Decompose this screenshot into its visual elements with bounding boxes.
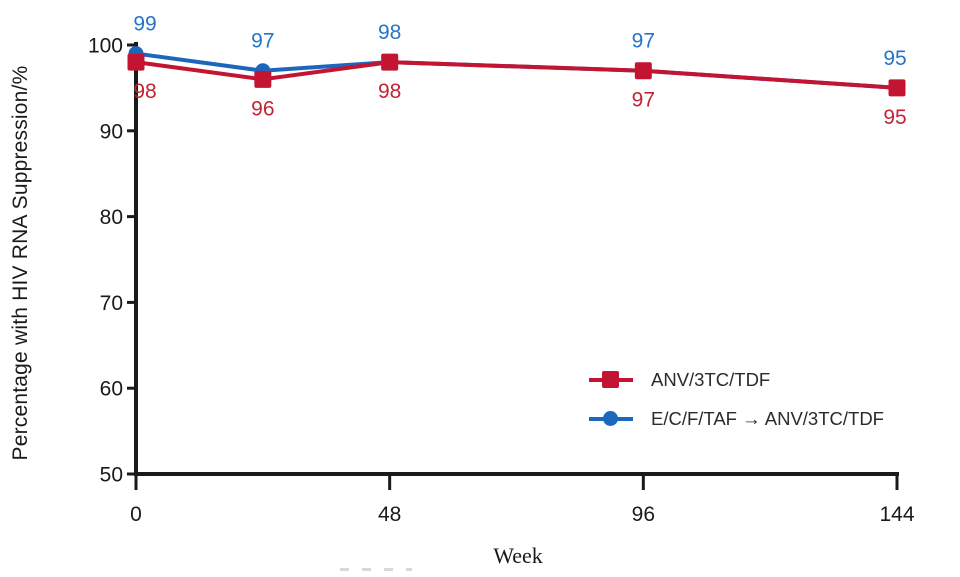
- data-point-square: [127, 53, 145, 71]
- legend-item-anv: ANV/3TC/TDF: [589, 360, 884, 399]
- value-label: 95: [883, 106, 906, 129]
- value-label: 99: [133, 13, 156, 36]
- data-point-square: [634, 62, 652, 80]
- y-axis-title: Percentage with HIV RNA Suppression/%: [9, 65, 32, 461]
- red-square-marker-icon: [589, 370, 633, 389]
- data-point-square: [254, 70, 272, 88]
- legend-label: ANV/3TC/TDF: [651, 368, 771, 390]
- x-tick-label: 48: [378, 503, 401, 526]
- blue-circle-marker-icon: [589, 409, 633, 428]
- y-tick-label: 80: [100, 206, 123, 229]
- y-tick-label: 100: [88, 35, 123, 58]
- value-label: 96: [251, 97, 274, 120]
- legend: ANV/3TC/TDF E/C/F/TAF → ANV/3TC/TDF: [589, 360, 884, 438]
- value-label: 97: [632, 30, 655, 53]
- series-line-blue: [135, 51, 898, 90]
- value-label: 95: [883, 47, 906, 70]
- value-label: 98: [378, 21, 401, 44]
- value-label: 98: [378, 80, 401, 103]
- legend-item-ecftaf: E/C/F/TAF → ANV/3TC/TDF: [589, 399, 884, 438]
- data-point-square: [888, 79, 906, 97]
- value-label: 98: [133, 80, 156, 103]
- series-line-red: [135, 60, 898, 90]
- y-tick-label: 90: [100, 120, 123, 143]
- scan-artifact: [340, 568, 412, 571]
- x-tick-label: 144: [879, 503, 914, 526]
- value-label: 97: [632, 89, 655, 112]
- x-axis-title: Week: [493, 543, 543, 568]
- y-tick-label: 70: [100, 292, 123, 315]
- x-tick-label: 0: [130, 503, 142, 526]
- value-label: 97: [251, 30, 274, 53]
- data-point-square: [381, 53, 399, 71]
- y-tick-label: 50: [100, 464, 123, 487]
- legend-label: E/C/F/TAF → ANV/3TC/TDF: [651, 407, 884, 429]
- y-tick-label: 60: [100, 378, 123, 401]
- x-tick-label: 96: [632, 503, 655, 526]
